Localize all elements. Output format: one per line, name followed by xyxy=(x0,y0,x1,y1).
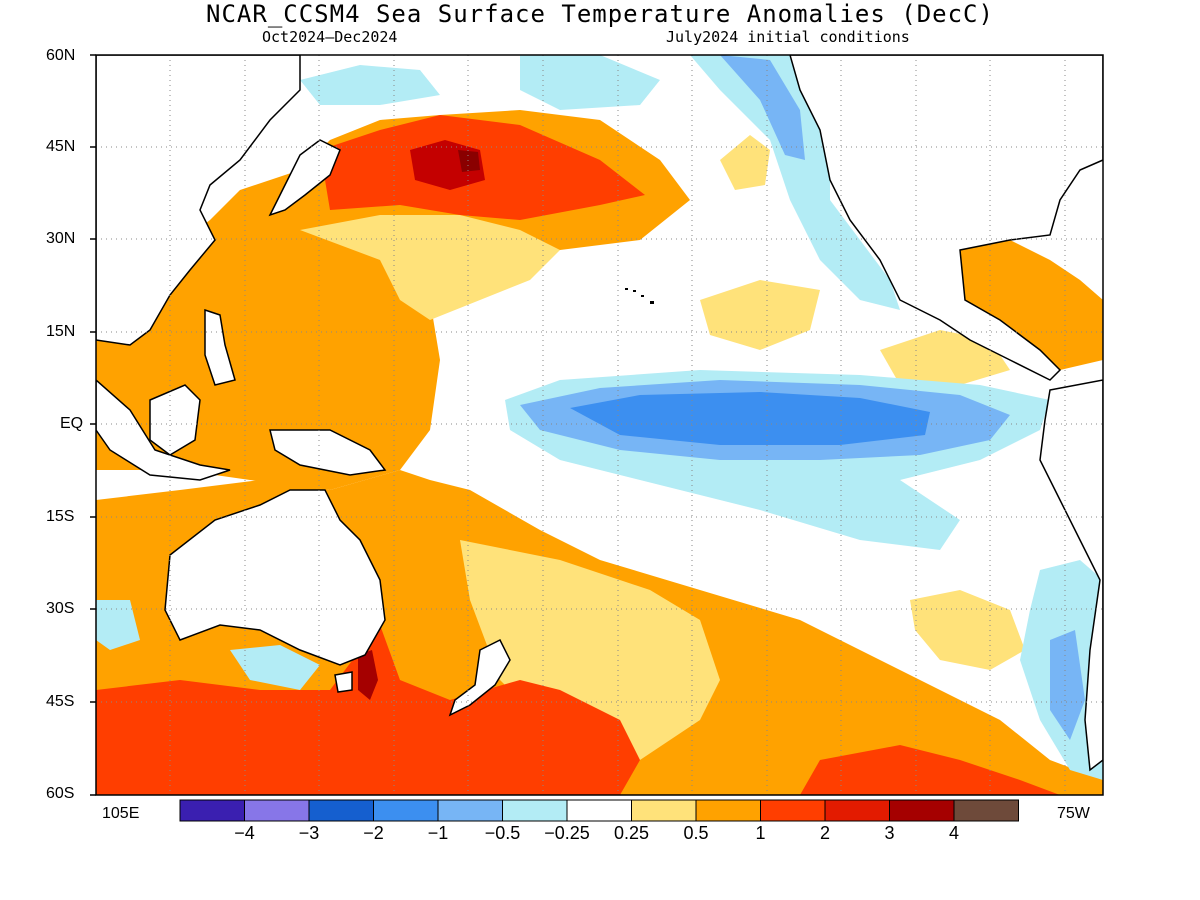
lat-label-60s: 60S xyxy=(46,785,75,802)
initial-conditions: July2024 initial conditions xyxy=(666,28,910,46)
colorbar-label: −4 xyxy=(234,823,255,843)
cold-equatorial xyxy=(570,392,930,445)
lat-label-45n: 45N xyxy=(46,138,76,155)
colorbar-swatch xyxy=(695,799,761,822)
cool-light-bering xyxy=(300,65,440,105)
map-frame xyxy=(95,54,1104,796)
colorbar-swatch xyxy=(566,799,632,822)
borneo-landmass xyxy=(149,384,201,456)
colorbar-swatch xyxy=(502,799,568,822)
colorbar xyxy=(179,799,1019,822)
tasmania-landmass xyxy=(334,671,353,693)
warm-light-ne xyxy=(720,135,770,190)
colorbar-swatch xyxy=(308,799,374,822)
colorbar-swatch xyxy=(373,799,439,822)
colorbar-swatch xyxy=(760,799,826,822)
lon-label-left: 105E xyxy=(102,805,140,822)
colorbar-label: 3 xyxy=(884,823,895,843)
lat-label-30s: 30S xyxy=(46,600,75,617)
colorbar-swatch xyxy=(179,799,245,822)
map-gridlines xyxy=(96,55,1103,795)
very-hot-anomaly-core xyxy=(458,150,480,172)
forecast-period: Oct2024–Dec2024 xyxy=(262,28,398,46)
colorbar-label: −1 xyxy=(427,823,449,843)
colorbar-swatch xyxy=(437,799,503,822)
very-hot-tasman xyxy=(358,650,378,700)
asia-landmass xyxy=(96,55,301,346)
australia-landmass xyxy=(164,489,386,666)
colorbar-label: 2 xyxy=(819,823,831,843)
cool-ne-coast xyxy=(720,55,805,160)
cool-se-coast xyxy=(1050,630,1085,740)
lon-label-right: 75W xyxy=(1057,805,1090,822)
lat-label-45s: 45S xyxy=(46,693,75,710)
warm-light-south-2 xyxy=(910,590,1025,670)
colorbar-label: 0.25 xyxy=(613,823,650,843)
lat-label-eq: EQ xyxy=(60,415,84,432)
colorbar-label: 1 xyxy=(755,823,766,843)
colorbar-swatch xyxy=(631,799,697,822)
north-america-landmass xyxy=(789,55,1103,381)
cool-light-south-aus xyxy=(230,645,320,690)
colorbar-swatch xyxy=(244,799,310,822)
japan-landmass xyxy=(268,139,341,217)
hot-anomaly-south xyxy=(96,625,640,795)
colorbar-swatch xyxy=(889,799,955,822)
lat-label-15s: 15S xyxy=(46,508,75,525)
hawaii-islands xyxy=(625,288,654,304)
new-guinea-landmass xyxy=(269,429,387,476)
colorbar-label: −3 xyxy=(298,823,320,843)
lat-label-30n: 30N xyxy=(46,230,76,247)
colorbar-swatch xyxy=(824,799,890,822)
colorbar-label: −2 xyxy=(363,823,384,843)
colorbar-swatch xyxy=(953,799,1019,822)
colorbar-label: 0.5 xyxy=(683,823,709,843)
cool-light-sw xyxy=(96,600,140,650)
hot-anomaly-south-2 xyxy=(800,745,1060,795)
lat-label-60n: 60N xyxy=(46,47,76,64)
colorbar-label: −0.5 xyxy=(484,823,521,843)
lat-ticks xyxy=(90,54,96,796)
cool-light-ne-coast xyxy=(690,55,900,310)
map-title: NCAR_CCSM4 Sea Surface Temperature Anoma… xyxy=(206,0,994,28)
philippines-landmass xyxy=(204,308,236,386)
lat-label-15n: 15N xyxy=(46,323,76,340)
indonesia-landmass xyxy=(96,378,231,481)
cool-light-north xyxy=(520,55,660,110)
warm-caribbean xyxy=(960,240,1103,370)
warm-light-region xyxy=(300,215,560,320)
warm-light-eastern xyxy=(700,280,820,350)
colorbar-label: 4 xyxy=(948,823,960,843)
south-america-landmass xyxy=(1039,379,1103,772)
colorbar-label: −0.25 xyxy=(544,823,590,843)
